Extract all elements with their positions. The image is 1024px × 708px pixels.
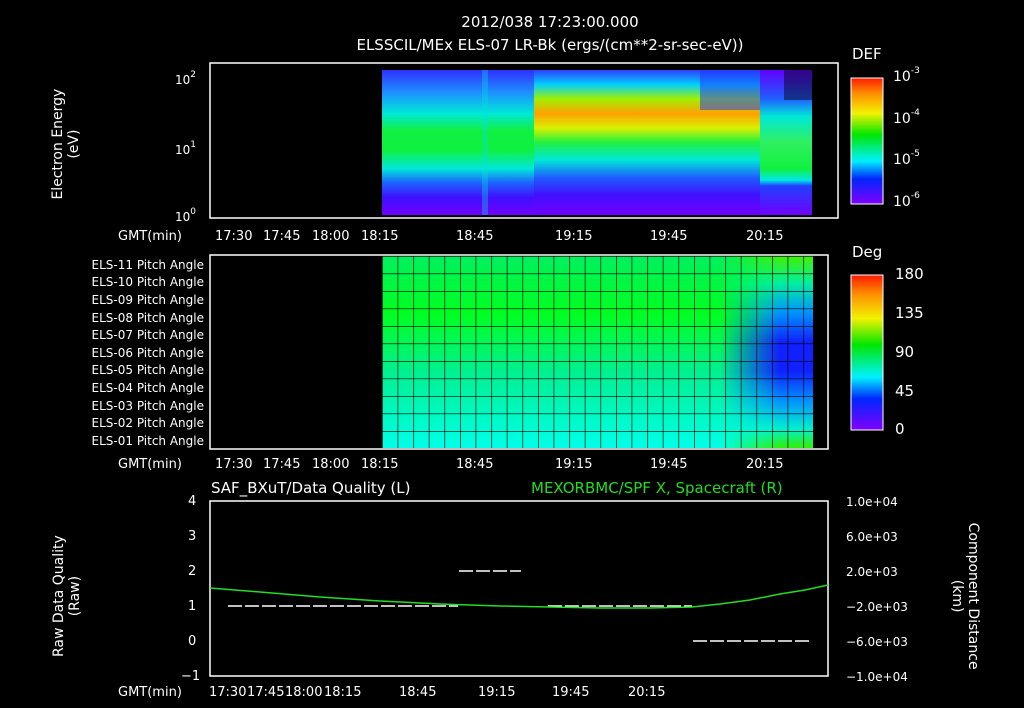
pitch-row-label: ELS-11 Pitch Angle: [91, 258, 204, 272]
pitch-row-label: ELS-04 Pitch Angle: [91, 381, 204, 395]
dq-tick: 0: [188, 634, 197, 649]
dq-tick: 2: [188, 564, 197, 579]
time-tick: 18:15: [324, 685, 362, 700]
data-quality-series: [228, 570, 810, 642]
time-tick: 18:15: [361, 229, 399, 244]
time-axis-label: GMT(min): [118, 685, 182, 700]
pitch-row-label: ELS-09 Pitch Angle: [91, 293, 204, 307]
def-colorbar-title: DEF: [852, 45, 882, 63]
plot-timestamp: 2012/038 17:23:00.000: [461, 13, 639, 31]
time-tick: 17:45: [263, 229, 301, 244]
dq-tick: 4: [188, 494, 197, 509]
pitch-row-label: ELS-05 Pitch Angle: [91, 363, 204, 377]
time-tick: 19:45: [650, 229, 688, 244]
data-quality-title: SAF_BXuT/Data Quality (L): [211, 479, 411, 497]
spf-x-series: [209, 584, 829, 609]
time-tick: 20:15: [746, 457, 784, 472]
dq-tick: −1: [181, 669, 201, 684]
pitch-row-label: ELS-10 Pitch Angle: [91, 275, 204, 289]
time-tick: 19:45: [552, 685, 590, 700]
deg-tick: 0: [895, 420, 905, 438]
distance-tick: 1.0e+04: [846, 495, 898, 509]
dq-tick: 3: [188, 529, 197, 544]
distance-tick: −6.0e+03: [846, 635, 908, 649]
pitch-row-label: ELS-03 Pitch Angle: [91, 399, 204, 413]
energy-tick-100: 102: [175, 70, 197, 87]
def-tick: 10-5: [893, 149, 920, 168]
energy-tick-1: 100: [175, 207, 197, 224]
deg-colorbar: [850, 274, 884, 431]
distance-tick: 2.0e+03: [846, 565, 898, 579]
time-tick: 18:45: [456, 229, 494, 244]
pitch-row-label: ELS-08 Pitch Angle: [91, 311, 204, 325]
deg-tick: 180: [895, 265, 924, 283]
pitch-row-label: ELS-07 Pitch Angle: [91, 328, 204, 342]
time-tick: 19:15: [555, 457, 593, 472]
spf-x-title: MEXORBMC/SPF X, Spacecraft (R): [531, 479, 783, 497]
def-tick: 10-4: [893, 108, 920, 127]
energy-spectrogram: [382, 70, 812, 215]
time-tick: 18:00: [312, 457, 350, 472]
pitch-row-label: ELS-02 Pitch Angle: [91, 416, 204, 430]
time-tick: 17:30: [215, 457, 253, 472]
def-tick: 10-6: [893, 191, 920, 210]
time-axis-label: GMT(min): [118, 457, 182, 472]
energy-tick-10: 101: [175, 140, 197, 157]
time-tick: 18:00: [285, 685, 323, 700]
pitch-row-label: ELS-06 Pitch Angle: [91, 346, 204, 360]
deg-colorbar-title: Deg: [852, 243, 883, 261]
time-tick: 20:15: [746, 229, 784, 244]
pitch-row-label: ELS-01 Pitch Angle: [91, 434, 204, 448]
distance-tick: 6.0e+03: [846, 530, 898, 544]
def-colorbar: [850, 77, 884, 205]
dq-tick: 1: [188, 599, 197, 614]
time-tick: 20:15: [628, 685, 666, 700]
time-tick: 18:45: [456, 457, 494, 472]
time-tick: 18:15: [361, 457, 399, 472]
time-tick: 18:00: [312, 229, 350, 244]
time-tick: 18:45: [399, 685, 437, 700]
pitch-angle-heatmap: [382, 256, 813, 448]
time-tick: 17:30: [209, 685, 247, 700]
deg-tick: 135: [895, 304, 924, 322]
distance-tick: −2.0e+03: [846, 600, 908, 614]
data-quality-axis-label: Raw Data Quality (Raw): [50, 535, 83, 657]
def-tick: 10-3: [893, 66, 920, 85]
time-tick: 17:45: [263, 457, 301, 472]
deg-tick: 45: [895, 382, 915, 400]
time-axis-label: GMT(min): [118, 229, 182, 244]
component-distance-axis-label: Component Distance (km): [949, 522, 982, 670]
time-tick: 19:45: [650, 457, 688, 472]
time-tick: 17:45: [247, 685, 285, 700]
distance-tick: −1.0e+04: [846, 670, 908, 684]
time-tick: 19:15: [478, 685, 516, 700]
time-tick: 17:30: [215, 229, 253, 244]
plot-title: ELSSCIL/MEx ELS-07 LR-Bk (ergs/(cm**2-sr…: [356, 36, 744, 54]
time-tick: 19:15: [555, 229, 593, 244]
deg-tick: 90: [895, 343, 915, 361]
energy-axis-label: Electron Energy (eV): [49, 88, 82, 200]
